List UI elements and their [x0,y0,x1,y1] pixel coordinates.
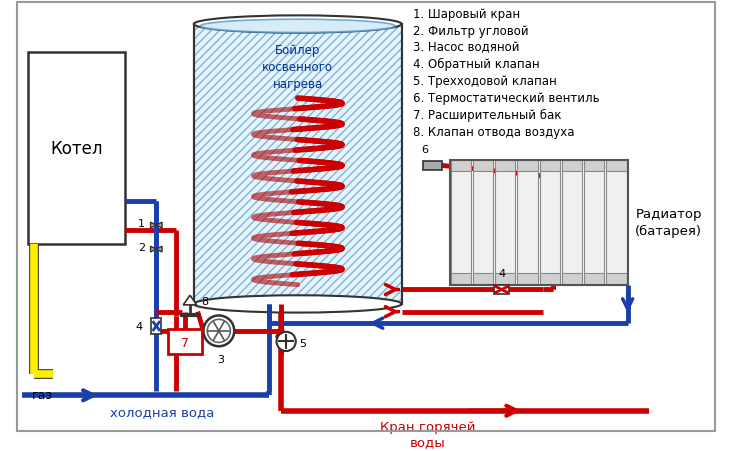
Text: 1. Шаровый кран: 1. Шаровый кран [413,8,520,21]
Text: Бойлер
косвенного
нагрева: Бойлер косвенного нагрева [262,44,333,91]
Bar [562,160,582,172]
Ellipse shape [194,295,402,313]
Text: 7. Расширительный бак: 7. Расширительный бак [413,108,561,121]
Bar [539,160,560,172]
Bar [584,164,605,281]
Bar [29,53,124,245]
Circle shape [207,320,231,343]
Polygon shape [157,247,162,253]
Bar [518,160,538,172]
Bar [584,160,605,172]
Polygon shape [157,223,162,228]
Bar [495,160,515,172]
Bar [449,160,627,285]
Text: Котел: Котел [51,140,102,158]
Text: 7: 7 [181,336,189,349]
Text: газ: газ [32,388,53,401]
Polygon shape [151,247,157,253]
Circle shape [277,332,296,351]
Text: холодная вода: холодная вода [110,405,214,418]
Polygon shape [183,295,197,305]
Bar [539,164,560,281]
Bar [562,274,582,285]
Ellipse shape [201,20,395,33]
Text: 6: 6 [421,145,428,155]
Bar [584,274,605,285]
Bar [562,164,582,281]
Bar [539,274,560,285]
Bar [606,274,627,285]
Text: 8: 8 [201,296,209,306]
Bar [473,160,493,172]
Bar [168,329,203,354]
Text: 4. Обратный клапан: 4. Обратный клапан [413,58,539,71]
Text: 4: 4 [135,321,143,331]
Bar [606,160,627,172]
Bar [606,164,627,281]
Text: 5. Трехходовой клапан: 5. Трехходовой клапан [413,75,557,88]
Text: 2: 2 [138,243,145,253]
Text: 5: 5 [299,339,307,349]
Text: 1: 1 [138,219,145,229]
Text: Кран горячей
воды: Кран горячей воды [380,420,475,448]
Bar [518,274,538,285]
Bar [495,164,515,281]
Bar [473,274,493,285]
Bar [473,164,493,281]
Bar [194,25,402,304]
Text: 3: 3 [217,354,224,364]
Polygon shape [151,223,157,228]
Text: 6. Термостатический вентиль: 6. Термостатический вентиль [413,92,600,105]
Bar [194,25,402,304]
Bar [152,319,161,334]
Text: Радиатор
(батарея): Радиатор (батарея) [635,207,702,238]
Text: 3. Насос водяной: 3. Насос водяной [413,41,520,54]
Bar [194,25,402,304]
Bar [518,164,538,281]
Bar [495,274,515,285]
Bar [423,161,442,171]
Text: 2. Фильтр угловой: 2. Фильтр угловой [413,24,529,37]
Text: 4: 4 [498,268,505,278]
Circle shape [203,316,234,346]
Ellipse shape [194,16,402,33]
Bar [451,164,471,281]
Bar [451,160,471,172]
Bar [494,285,509,295]
Bar [451,274,471,285]
Text: 8. Клапан отвода воздуха: 8. Клапан отвода воздуха [413,125,575,138]
